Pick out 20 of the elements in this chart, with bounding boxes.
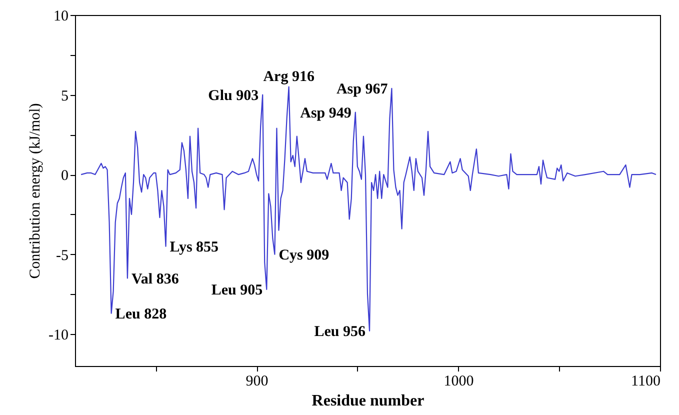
y-tick-label: 10 [54, 8, 68, 24]
x-axis-title: Residue number [312, 392, 424, 410]
y-tick-label: -5 [56, 248, 68, 264]
annotation: Leu 956 [314, 324, 366, 340]
annotation: Leu 905 [211, 282, 263, 298]
annotation: Lys 855 [170, 239, 219, 256]
annotation: Arg 916 [263, 68, 315, 85]
y-tick-label: -10 [48, 328, 68, 344]
x-tick-label: 900 [246, 374, 268, 390]
y-tick-label: 5 [61, 88, 68, 104]
annotation: Leu 828 [115, 306, 167, 322]
annotation: Asp 949 [300, 105, 352, 122]
annotation: Val 836 [131, 271, 180, 288]
annotation: Glu 903 [208, 88, 259, 104]
y-axis-title: Contribution energy (kJ/mol) [28, 103, 44, 279]
x-tick-label: 1000 [444, 374, 474, 390]
x-tick-label: 1100 [631, 374, 660, 390]
annotation: Asp 967 [336, 81, 388, 98]
y-tick-label: 0 [61, 168, 68, 184]
annotation: Cys 909 [278, 247, 330, 264]
